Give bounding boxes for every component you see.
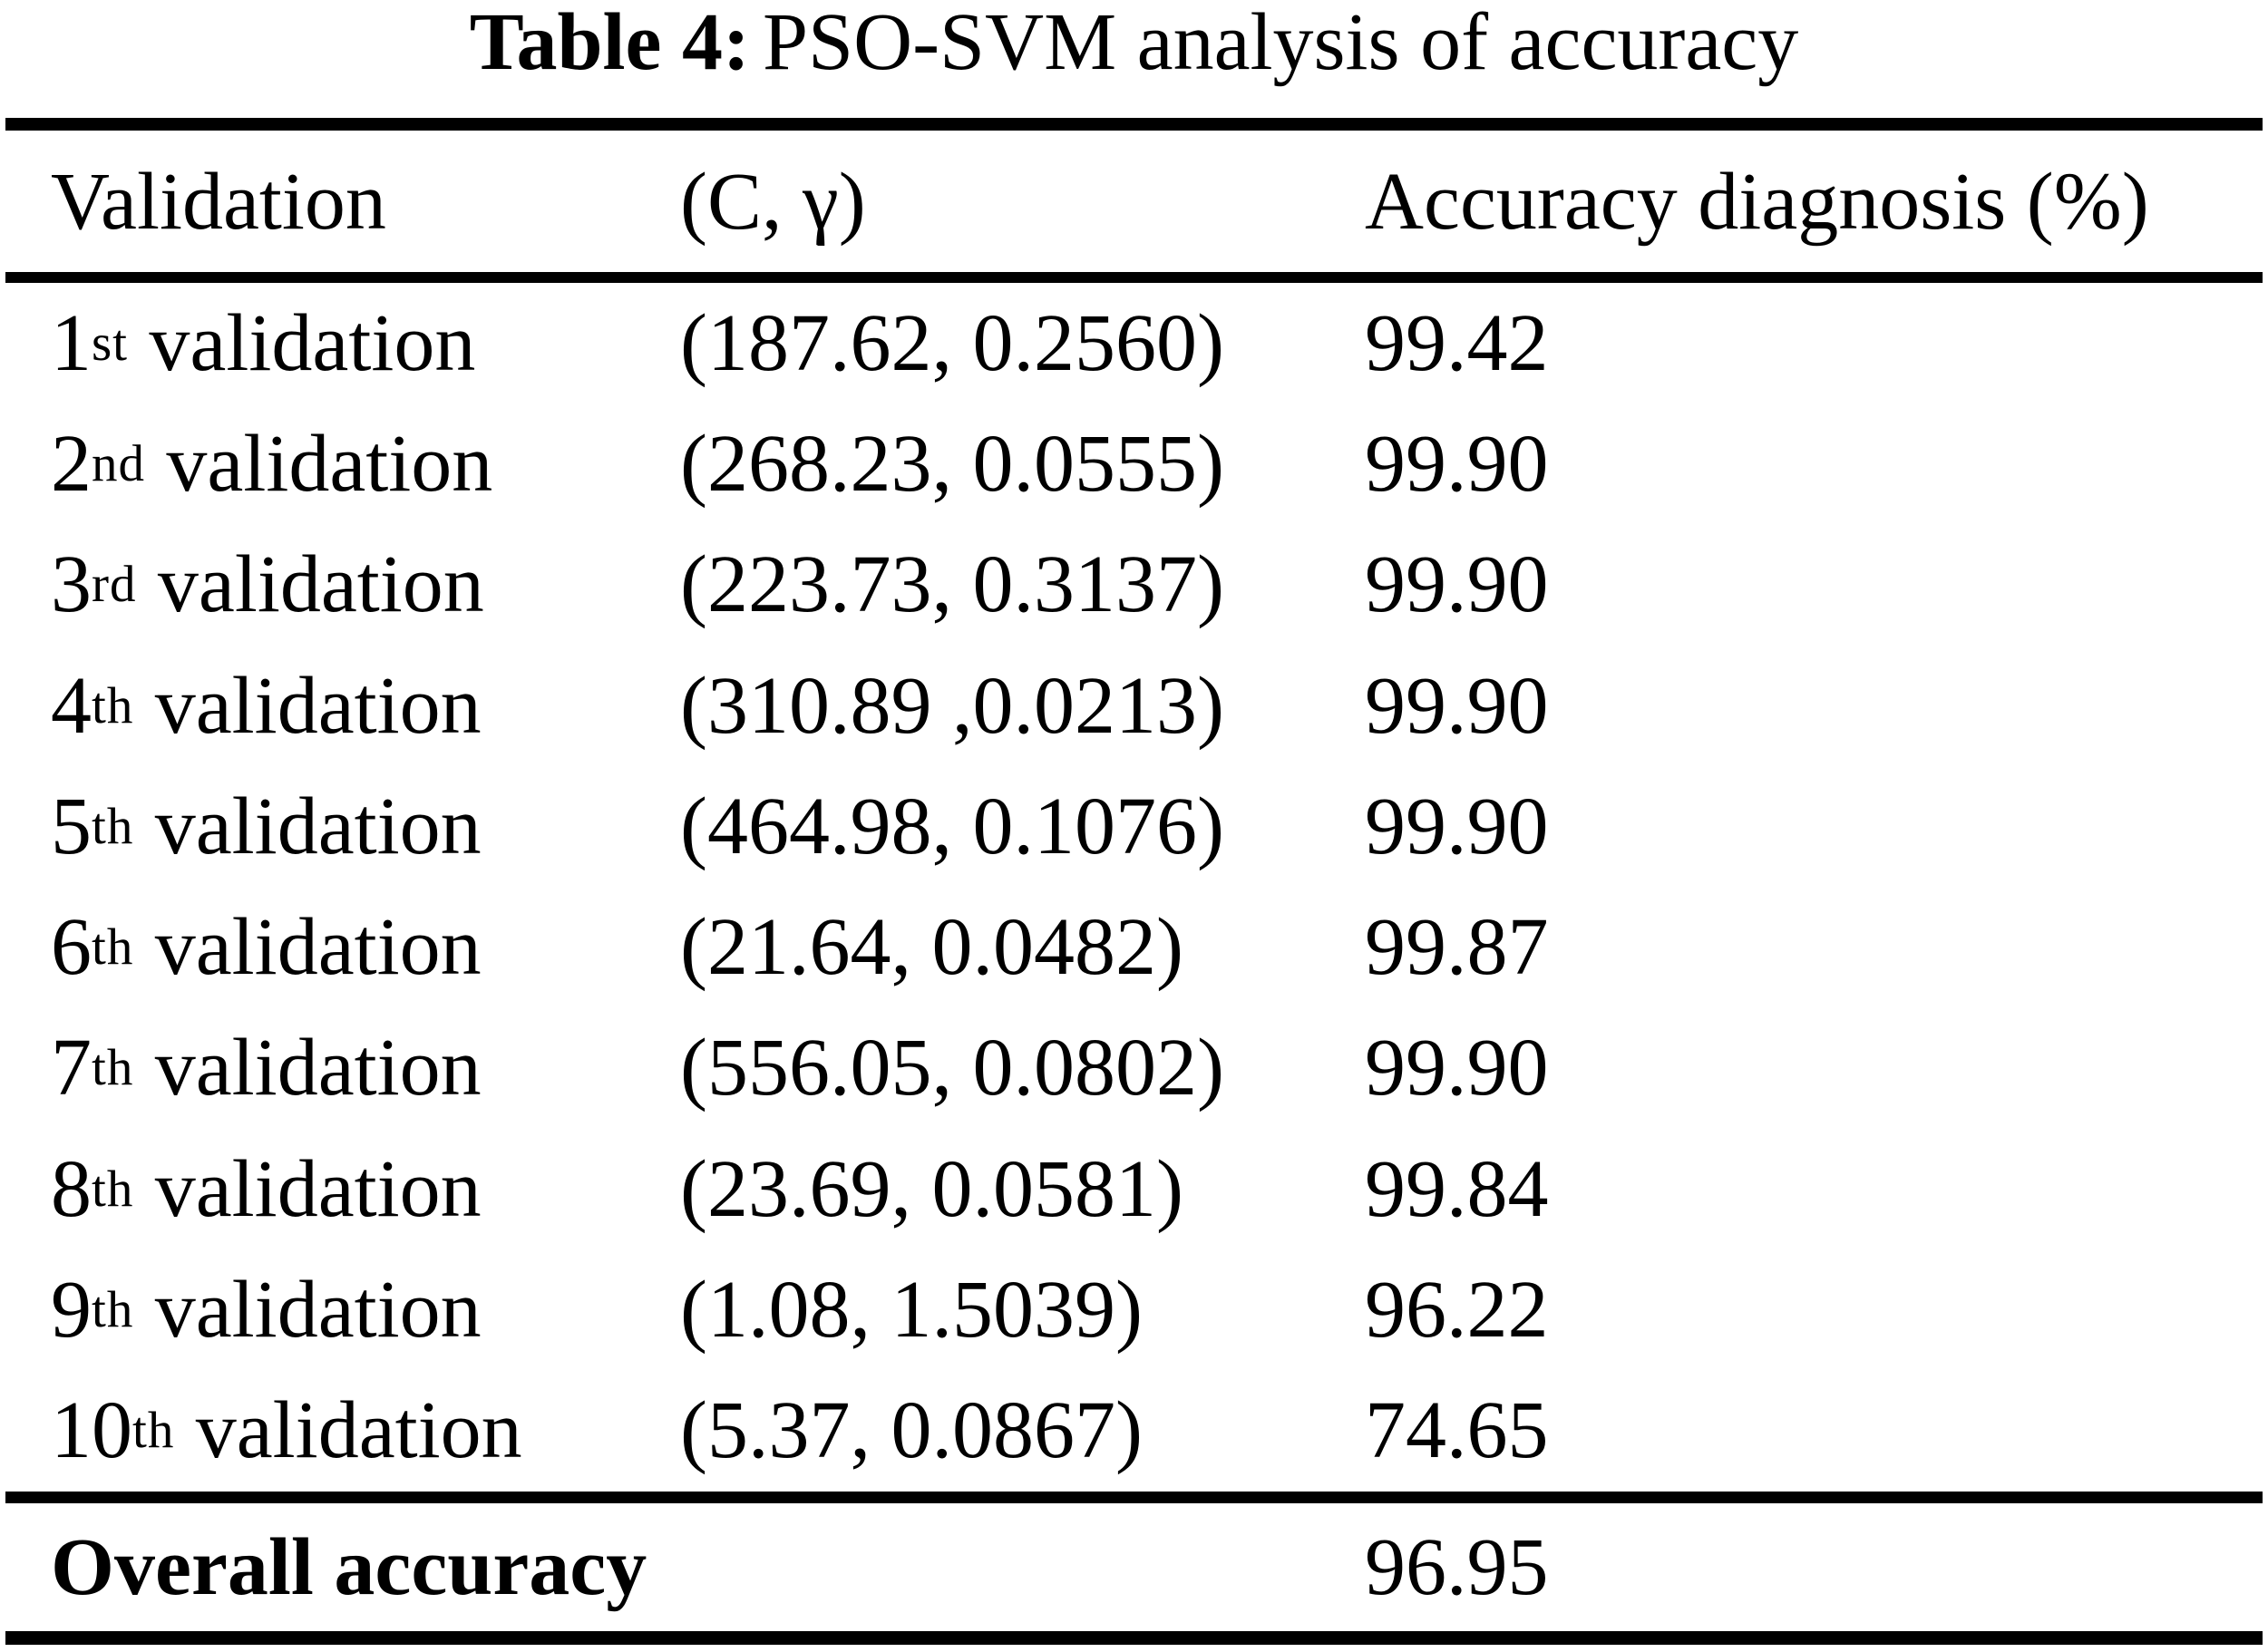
ordinal: 1 [51, 297, 92, 388]
c-gamma-cell: (223.73, 0.3137) [680, 539, 1224, 630]
column-header-c-gamma: (C, γ) [680, 157, 866, 247]
c-gamma-cell: (268.23, 0.0555) [680, 418, 1224, 509]
table-header-row: Validation (C, γ) Accuracy diagnosis (%) [0, 132, 2268, 272]
validation-label: validation [157, 539, 484, 630]
rule-top [5, 118, 2263, 131]
overall-accuracy-label: Overall accuracy [51, 1521, 647, 1612]
accuracy-cell: 99.90 [1365, 539, 1549, 630]
c-gamma-cell: (1.08, 1.5039) [680, 1265, 1143, 1356]
validation-label: validation [149, 297, 476, 388]
ordinal: 2 [51, 418, 92, 509]
ordinal: 5 [51, 781, 92, 871]
accuracy-cell: 99.90 [1365, 660, 1549, 751]
column-header-validation: Validation [51, 157, 386, 247]
c-gamma-cell: (187.62, 0.2560) [680, 297, 1224, 388]
accuracy-cell: 99.42 [1365, 297, 1549, 388]
accuracy-cell: 99.84 [1365, 1143, 1549, 1234]
validation-label: validation [154, 1265, 482, 1356]
table-caption-text: PSO-SVM analysis of accuracy [762, 0, 1799, 87]
accuracy-cell: 99.90 [1365, 781, 1549, 871]
validation-label: validation [154, 1143, 482, 1234]
table-footer-row: Overall accuracy 96.95 [0, 1503, 2268, 1631]
accuracy-cell: 99.90 [1365, 418, 1549, 509]
overall-accuracy-value: 96.95 [1365, 1521, 1549, 1612]
footer-empty-cell [680, 1503, 1365, 1631]
validation-label: validation [154, 781, 482, 871]
rule-above-footer [5, 1492, 2263, 1503]
table-caption: Table 4: PSO-SVM analysis of accuracy [0, 0, 2268, 118]
table-caption-number: Table 4: [469, 0, 750, 87]
accuracy-cell: 96.22 [1365, 1265, 1549, 1356]
ordinal: 10 [51, 1385, 132, 1476]
c-gamma-cell: (310.89 ,0.0213) [680, 660, 1224, 751]
ordinal: 8 [51, 1143, 92, 1234]
rule-below-header [5, 272, 2263, 283]
ordinal: 9 [51, 1265, 92, 1356]
validation-label: validation [154, 902, 482, 993]
validation-label: validation [166, 418, 493, 509]
c-gamma-cell: (556.05, 0.0802) [680, 1023, 1224, 1113]
validation-label: validation [154, 1023, 482, 1113]
c-gamma-cell: (23.69, 0.0581) [680, 1143, 1183, 1234]
ordinal: 3 [51, 539, 92, 630]
c-gamma-cell: (5.37, 0.0867) [680, 1385, 1143, 1476]
accuracy-cell: 99.87 [1365, 902, 1549, 993]
c-gamma-cell: (21.64, 0.0482) [680, 902, 1183, 993]
accuracy-cell: 74.65 [1365, 1385, 1549, 1476]
accuracy-cell: 99.90 [1365, 1023, 1549, 1113]
ordinal: 7 [51, 1023, 92, 1113]
column-header-accuracy: Accuracy diagnosis (%) [1365, 157, 2149, 247]
rule-bottom [5, 1631, 2263, 1645]
ordinal: 4 [51, 660, 92, 751]
c-gamma-cell: (464.98, 0.1076) [680, 781, 1224, 871]
ordinal: 6 [51, 902, 92, 993]
validation-label: validation [195, 1385, 522, 1476]
validation-label: validation [154, 660, 482, 751]
